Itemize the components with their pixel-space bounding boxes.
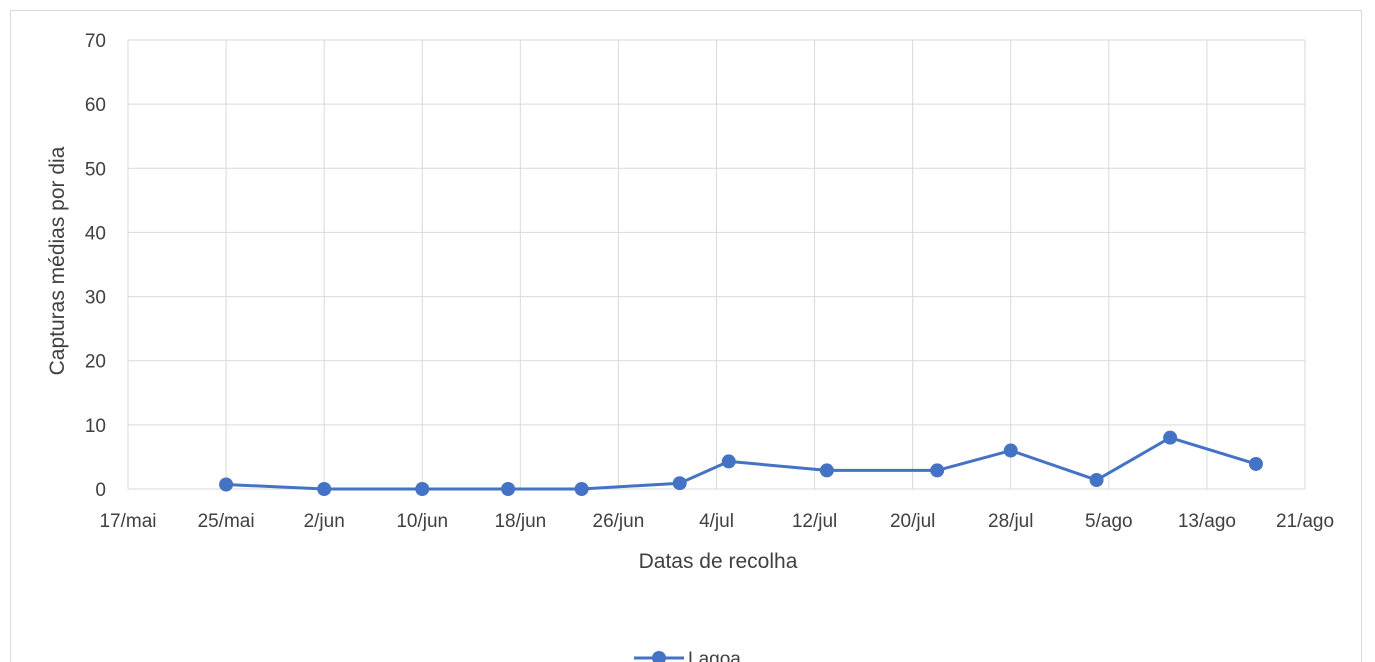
- data-point: [930, 463, 945, 478]
- y-tick-label: 0: [95, 480, 106, 501]
- x-axis-title: Datas de recolha: [639, 550, 798, 573]
- x-tick-label: 5/ago: [1085, 511, 1133, 532]
- data-point: [1248, 456, 1263, 471]
- chart-frame: [10, 10, 1362, 662]
- y-tick-label: 40: [85, 223, 106, 244]
- x-axis-ticks: 17/mai 25/mai 2/jun 10/jun 18/jun 26/jun 4/jul…: [99, 511, 1334, 532]
- y-tick-label: 60: [85, 95, 106, 116]
- series-group: [219, 430, 1263, 496]
- x-tick-label: 17/mai: [99, 511, 156, 532]
- y-tick-label: 50: [85, 159, 106, 180]
- data-point: [1163, 430, 1178, 445]
- x-tick-label: 26/jun: [593, 511, 645, 532]
- data-point: [317, 482, 332, 496]
- y-axis-title: Capturas médias por dia: [46, 146, 69, 375]
- x-tick-label: 4/jul: [699, 511, 734, 532]
- y-tick-label: 30: [85, 288, 106, 309]
- x-tick-label: 18/jun: [494, 511, 546, 532]
- y-axis-ticks: 0 10 20 30 40 50 60 70: [85, 31, 106, 501]
- legend-label-lagoa: Lagoa: [688, 649, 741, 662]
- data-point: [1003, 443, 1018, 458]
- y-tick-label: 70: [85, 31, 106, 52]
- data-point: [1089, 473, 1104, 488]
- x-tick-label: 13/ago: [1178, 511, 1236, 532]
- x-tick-label: 10/jun: [396, 511, 448, 532]
- data-point: [721, 454, 736, 469]
- data-point: [501, 482, 516, 496]
- gridlines: [127, 39, 1306, 489]
- x-tick-label: 20/jul: [890, 511, 935, 532]
- y-tick-label: 20: [85, 352, 106, 373]
- data-point: [819, 463, 834, 478]
- x-tick-label: 21/ago: [1276, 511, 1334, 532]
- legend: Lagoa: [634, 649, 741, 662]
- x-tick-label: 12/jul: [792, 511, 837, 532]
- data-point: [574, 482, 589, 496]
- data-point: [672, 476, 687, 491]
- x-tick-label: 2/jun: [304, 511, 345, 532]
- data-point: [415, 482, 430, 496]
- legend-marker-swatch: [652, 651, 666, 662]
- x-tick-label: 28/jul: [988, 511, 1033, 532]
- data-point: [219, 477, 234, 492]
- y-tick-label: 10: [85, 416, 106, 437]
- x-tick-label: 25/mai: [198, 511, 255, 532]
